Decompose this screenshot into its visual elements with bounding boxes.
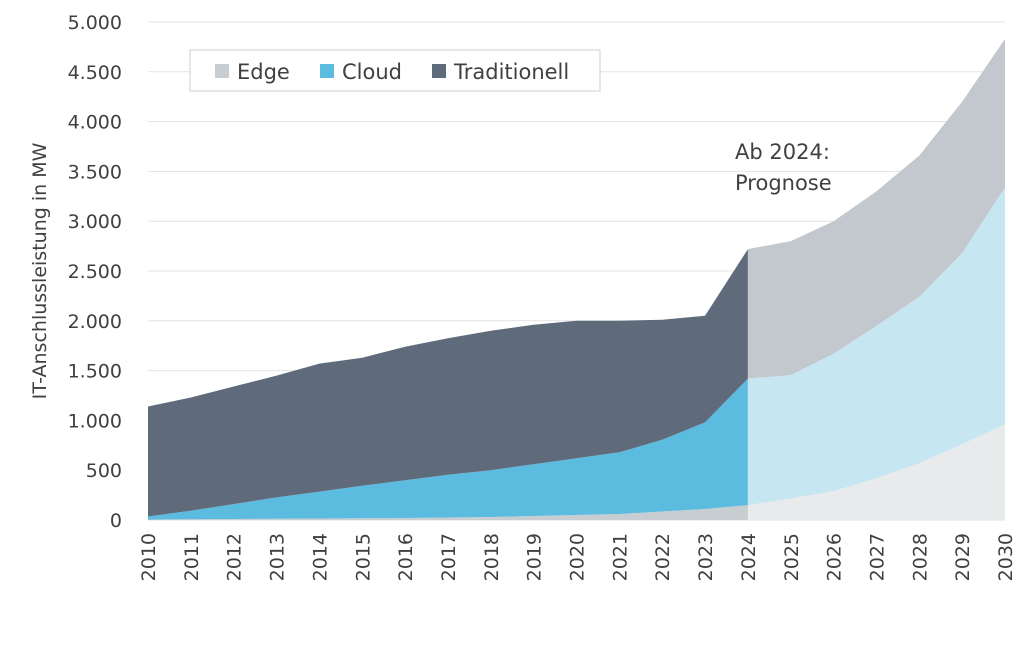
y-tick-label: 3.000	[68, 211, 122, 233]
x-tick-label: 2017	[438, 533, 460, 581]
x-tick-label: 2013	[267, 533, 289, 581]
legend-swatch-cloud	[320, 64, 334, 78]
x-tick-label: 2015	[352, 533, 374, 581]
x-axis-ticks: 2010 2011 2012 2013 2014 2015 2016 2017 2018 2019…	[138, 533, 1017, 581]
y-axis-title: IT-Anschlussleistung in MW	[29, 142, 51, 399]
area-cloud-forecast	[747, 187, 1005, 506]
y-tick-label: 0	[110, 510, 122, 532]
x-tick-label: 2026	[824, 533, 846, 581]
legend-label-cloud: Cloud	[342, 60, 402, 84]
x-tick-label: 2028	[909, 533, 931, 581]
area-traditionell-historical	[148, 249, 748, 517]
x-tick-label: 2018	[481, 533, 503, 581]
y-tick-label: 4.500	[68, 62, 122, 84]
x-tick-label: 2023	[695, 533, 717, 581]
x-tick-label: 2012	[224, 533, 246, 581]
annotation-line-2: Prognose	[735, 171, 832, 195]
y-tick-label: 2.500	[68, 261, 122, 283]
x-tick-label: 2030	[995, 533, 1017, 581]
x-tick-label: 2025	[781, 533, 803, 581]
legend: Edge Cloud Traditionell	[189, 49, 601, 92]
y-tick-label: 1.500	[68, 361, 122, 383]
forecast-annotation: Ab 2024: Prognose	[735, 140, 832, 195]
legend-swatch-traditionell	[432, 64, 446, 78]
legend-label-edge: Edge	[237, 60, 290, 84]
y-tick-label: 5.000	[68, 12, 122, 34]
area-edge-forecast	[747, 424, 1005, 520]
y-tick-label: 1.000	[68, 410, 122, 432]
area-edge-historical	[148, 505, 748, 520]
y-tick-label: 3.500	[68, 161, 122, 183]
y-tick-label: 500	[86, 460, 122, 482]
x-tick-label: 2016	[395, 533, 417, 581]
x-tick-label: 2019	[524, 533, 546, 581]
x-tick-label: 2010	[138, 533, 160, 581]
x-tick-label: 2029	[952, 533, 974, 581]
y-axis-ticks: 0 500 1.000 1.500 2.000 2.500 3.000 3.500 4.000 4…	[68, 12, 122, 532]
annotation-line-1: Ab 2024:	[735, 140, 830, 164]
x-tick-label: 2021	[609, 533, 631, 581]
x-tick-label: 2020	[567, 533, 589, 581]
x-tick-label: 2011	[181, 533, 203, 581]
x-tick-label: 2014	[309, 533, 331, 581]
legend-box	[189, 49, 601, 92]
y-tick-label: 4.000	[68, 112, 122, 134]
x-tick-label: 2027	[866, 533, 888, 581]
x-tick-label: 2024	[738, 533, 760, 581]
legend-label-traditionell: Traditionell	[453, 60, 569, 84]
areas	[148, 38, 1005, 520]
area-traditionell-forecast	[747, 38, 1005, 379]
x-tick-label: 2022	[652, 533, 674, 581]
y-tick-label: 2.000	[68, 311, 122, 333]
legend-swatch-edge	[215, 64, 229, 78]
area-cloud-historical	[148, 378, 748, 520]
